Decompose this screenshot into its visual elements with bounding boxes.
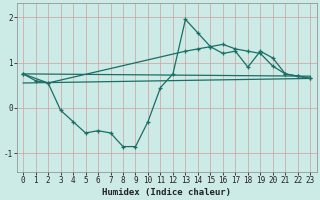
X-axis label: Humidex (Indice chaleur): Humidex (Indice chaleur) (102, 188, 231, 197)
